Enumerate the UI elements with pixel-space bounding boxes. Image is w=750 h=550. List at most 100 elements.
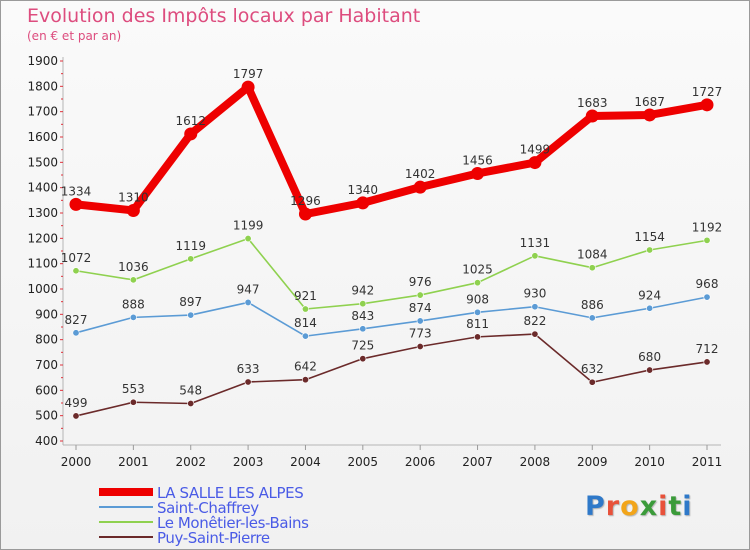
x-tick-label: 2011	[692, 455, 723, 469]
data-label-puy-saint-pierre: 632	[581, 362, 604, 376]
data-label-le-monetier-les-bains: 1192	[692, 220, 723, 234]
data-label-le-monetier-les-bains: 1036	[118, 260, 149, 274]
data-point-la-salle-les-alpes[interactable]	[643, 108, 657, 122]
data-point-puy-saint-pierre[interactable]	[474, 333, 482, 341]
data-point-le-monetier-les-bains[interactable]	[416, 291, 424, 299]
data-label-saint-chaffrey: 947	[237, 282, 260, 296]
data-label-le-monetier-les-bains: 976	[409, 275, 432, 289]
data-point-saint-chaffrey[interactable]	[646, 304, 654, 312]
data-point-la-salle-les-alpes[interactable]	[356, 196, 370, 210]
data-point-saint-chaffrey[interactable]	[474, 308, 482, 316]
data-label-le-monetier-les-bains: 942	[351, 284, 374, 298]
data-point-puy-saint-pierre[interactable]	[244, 378, 252, 386]
data-label-puy-saint-pierre: 633	[237, 362, 260, 376]
series-la-salle-les-alpes	[69, 80, 714, 221]
data-point-saint-chaffrey[interactable]	[72, 329, 80, 337]
data-point-saint-chaffrey[interactable]	[703, 293, 711, 301]
data-label-le-monetier-les-bains: 1119	[175, 239, 206, 253]
data-point-le-monetier-les-bains[interactable]	[646, 246, 654, 254]
data-point-puy-saint-pierre[interactable]	[416, 343, 424, 351]
data-point-le-monetier-les-bains[interactable]	[187, 255, 195, 263]
data-point-saint-chaffrey[interactable]	[301, 332, 309, 340]
data-label-saint-chaffrey: 930	[523, 287, 546, 301]
chart-axes: 400 500 600 700 800 900 1000 1100 1200 1300 1400 15…	[27, 54, 722, 469]
data-point-puy-saint-pierre[interactable]	[646, 366, 654, 374]
data-point-la-salle-les-alpes[interactable]	[184, 127, 198, 141]
y-tick-label: 400	[35, 434, 58, 448]
data-point-puy-saint-pierre[interactable]	[588, 378, 596, 386]
y-tick-label: 1000	[27, 282, 58, 296]
data-point-saint-chaffrey[interactable]	[588, 314, 596, 322]
data-label-puy-saint-pierre: 822	[523, 314, 546, 328]
data-label-puy-saint-pierre: 499	[65, 396, 88, 410]
data-point-le-monetier-les-bains[interactable]	[531, 252, 539, 260]
data-label-puy-saint-pierre: 548	[179, 384, 202, 398]
data-label-la-salle-les-alpes: 1296	[290, 194, 321, 208]
data-point-le-monetier-les-bains[interactable]	[129, 276, 137, 284]
data-point-le-monetier-les-bains[interactable]	[474, 279, 482, 287]
data-point-la-salle-les-alpes[interactable]	[241, 80, 255, 94]
logo-letter: t	[668, 491, 683, 522]
y-tick-label: 1700	[27, 105, 58, 119]
x-tick-label: 2000	[61, 455, 92, 469]
data-point-la-salle-les-alpes[interactable]	[471, 166, 485, 180]
data-point-le-monetier-les-bains[interactable]	[72, 267, 80, 275]
data-point-saint-chaffrey[interactable]	[531, 303, 539, 311]
data-label-saint-chaffrey: 908	[466, 292, 489, 306]
data-point-le-monetier-les-bains[interactable]	[359, 300, 367, 308]
data-point-saint-chaffrey[interactable]	[416, 317, 424, 325]
data-point-la-salle-les-alpes[interactable]	[700, 98, 714, 112]
data-point-puy-saint-pierre[interactable]	[531, 330, 539, 338]
series-line-saint-chaffrey	[75, 296, 708, 337]
data-point-puy-saint-pierre[interactable]	[703, 358, 711, 366]
data-point-le-monetier-les-bains[interactable]	[244, 235, 252, 243]
data-point-puy-saint-pierre[interactable]	[359, 355, 367, 363]
x-tick-label: 2002	[175, 455, 206, 469]
data-label-la-salle-les-alpes: 1340	[348, 183, 379, 197]
proxiti-logo: Proxiti	[585, 491, 693, 522]
data-label-le-monetier-les-bains: 1025	[462, 263, 493, 277]
legend-label-puy-saint-pierre: Puy-Saint-Pierre	[157, 529, 270, 547]
data-label-saint-chaffrey: 874	[409, 301, 432, 315]
legend-label-saint-chaffrey: Saint-Chaffrey	[157, 499, 259, 517]
x-tick-label: 2004	[290, 455, 321, 469]
data-point-la-salle-les-alpes[interactable]	[528, 156, 542, 170]
y-tick-label: 1100	[27, 257, 58, 271]
data-point-puy-saint-pierre[interactable]	[301, 376, 309, 384]
y-tick-label: 1800	[27, 79, 58, 93]
y-tick-label: 600	[35, 383, 58, 397]
data-point-saint-chaffrey[interactable]	[187, 311, 195, 319]
legend-swatch-saint-chaffrey	[99, 506, 153, 508]
data-label-la-salle-les-alpes: 1612	[175, 114, 206, 128]
data-point-puy-saint-pierre[interactable]	[187, 400, 195, 408]
data-label-la-salle-les-alpes: 1687	[634, 95, 665, 109]
data-label-puy-saint-pierre: 642	[294, 360, 317, 374]
y-tick-label: 900	[35, 307, 58, 321]
data-point-puy-saint-pierre[interactable]	[72, 412, 80, 420]
data-point-puy-saint-pierre[interactable]	[129, 398, 137, 406]
data-point-la-salle-les-alpes[interactable]	[585, 109, 599, 123]
x-tick-label: 2009	[577, 455, 608, 469]
data-point-saint-chaffrey[interactable]	[359, 325, 367, 333]
data-point-le-monetier-les-bains[interactable]	[703, 236, 711, 244]
logo-letter: P	[585, 491, 606, 522]
data-label-saint-chaffrey: 886	[581, 298, 604, 312]
data-label-la-salle-les-alpes: 1334	[61, 184, 92, 198]
data-point-le-monetier-les-bains[interactable]	[301, 305, 309, 313]
series-line-le-monetier-les-bains	[75, 237, 708, 310]
x-tick-label: 2001	[118, 455, 149, 469]
data-label-saint-chaffrey: 814	[294, 316, 317, 330]
data-point-la-salle-les-alpes[interactable]	[126, 203, 140, 217]
data-point-la-salle-les-alpes[interactable]	[298, 207, 312, 221]
y-tick-label: 500	[35, 409, 58, 423]
data-point-la-salle-les-alpes[interactable]	[413, 180, 427, 194]
data-point-saint-chaffrey[interactable]	[244, 298, 252, 306]
y-tick-label: 1300	[27, 206, 58, 220]
data-point-le-monetier-les-bains[interactable]	[588, 264, 596, 272]
series-le-monetier-les-bains	[72, 235, 711, 313]
data-point-la-salle-les-alpes[interactable]	[69, 197, 83, 211]
data-point-saint-chaffrey[interactable]	[129, 313, 137, 321]
logo-letter: r	[605, 491, 621, 522]
data-label-la-salle-les-alpes: 1797	[233, 67, 264, 81]
